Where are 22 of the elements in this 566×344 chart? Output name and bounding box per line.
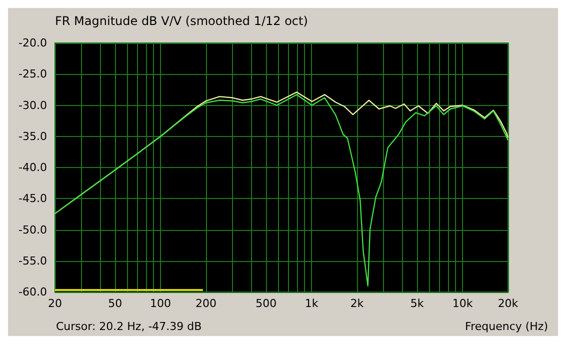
x-tick-label: 2k xyxy=(350,297,364,310)
x-tick-label: 20k xyxy=(498,297,519,310)
y-tick-label: -35.0 xyxy=(18,130,47,143)
x-tick-label: 20 xyxy=(48,297,62,310)
y-tick-label: -30.0 xyxy=(18,98,47,112)
chart-title: FR Magnitude dB V/V (smoothed 1/12 oct) xyxy=(55,14,308,28)
y-tick-label: -45.0 xyxy=(18,192,47,206)
y-tick-label: -40.0 xyxy=(18,161,47,174)
x-tick-label: 50 xyxy=(108,297,122,310)
x-tick-label: 1k xyxy=(304,297,319,310)
x-axis-title: Frequency (Hz) xyxy=(465,320,548,333)
y-tick-label: -55.0 xyxy=(18,254,47,268)
x-tick-label: 200 xyxy=(196,297,216,310)
y-tick-label: -20.0 xyxy=(18,36,47,50)
text: Cursor: 20.2 Hz, -47.39 dB xyxy=(56,320,202,333)
y-tick-label: -50.0 xyxy=(18,223,47,236)
x-tick-label: 5k xyxy=(410,297,424,310)
x-tick-label: 100 xyxy=(150,297,172,310)
y-tick-label: -60.0 xyxy=(18,286,47,298)
x-tick-label: 10k xyxy=(452,297,474,310)
y-tick-label: -25.0 xyxy=(18,68,47,81)
x-tick-label: 500 xyxy=(256,297,277,310)
